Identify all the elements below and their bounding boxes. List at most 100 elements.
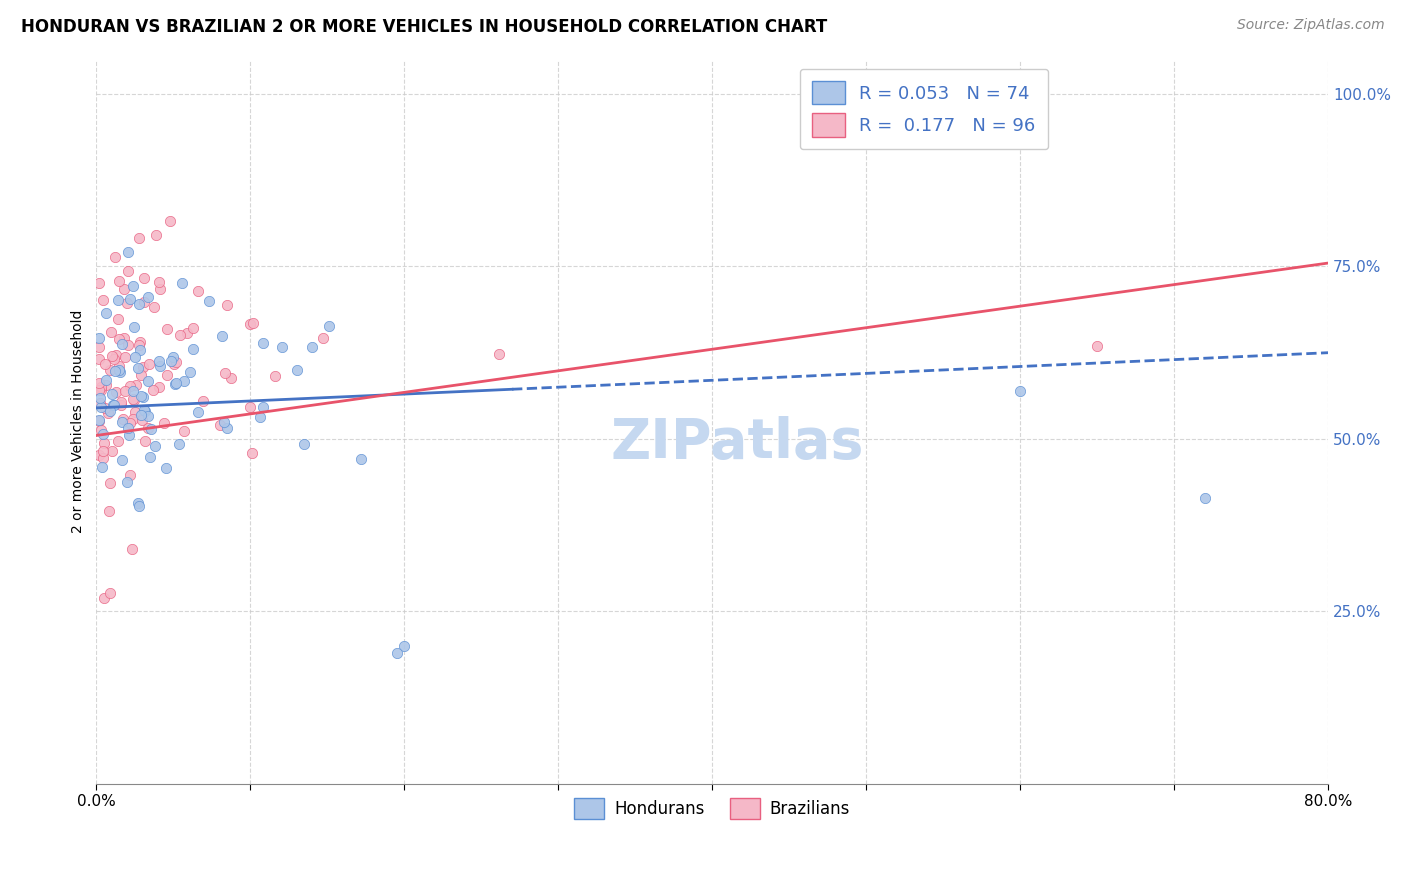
Point [122,392,145,406]
Point [115,296,138,310]
Point [176,326,198,340]
Point [169,328,191,343]
Point [311,330,333,344]
Point [89,351,111,366]
Point [100,325,122,339]
Point [94,378,117,392]
Point [136,421,159,435]
Point [122,392,145,407]
Point [112,331,135,345]
Point [127,361,149,376]
Point [165,376,187,390]
Point [122,279,145,293]
Point [1194,491,1216,505]
Point [107,359,129,373]
Point [89,376,111,390]
Point [117,264,139,278]
Point [270,340,292,354]
Point [264,368,287,383]
Point [131,413,153,427]
Point [108,366,131,380]
Text: ZIPatlas: ZIPatlas [610,417,863,470]
Point [211,328,233,343]
Point [90,424,112,438]
Point [145,228,167,243]
Point [118,417,141,431]
Point [89,448,111,462]
Point [394,639,416,653]
Point [128,499,150,513]
Point [120,468,142,483]
Point [101,387,124,401]
Point [252,335,274,350]
Point [136,374,159,388]
Point [107,293,129,307]
Point [159,354,181,368]
Point [114,384,136,398]
Point [148,275,170,289]
Point [89,277,111,291]
Point [94,401,117,415]
Point [111,337,134,351]
Point [124,351,146,365]
Point [136,409,159,424]
Point [155,461,177,475]
Point [156,368,179,382]
Point [173,424,195,438]
Point [118,379,141,393]
Point [129,368,152,382]
Point [96,306,118,320]
Point [385,646,408,660]
Point [187,284,209,298]
Point [110,398,132,412]
Point [105,349,128,363]
Point [292,437,315,451]
Point [121,542,143,557]
Point [128,338,150,352]
Point [488,346,510,360]
Point [141,422,163,436]
Point [115,475,138,490]
Point [107,363,129,377]
Point [170,276,193,290]
Point [111,415,134,429]
Text: HONDURAN VS BRAZILIAN 2 OR MORE VEHICLES IN HOUSEHOLD CORRELATION CHART: HONDURAN VS BRAZILIAN 2 OR MORE VEHICLES… [21,18,827,36]
Point [114,351,136,365]
Point [240,446,263,460]
Point [132,294,155,309]
Point [111,453,134,467]
Point [111,412,134,426]
Point [193,393,215,408]
Point [239,401,262,415]
Point [93,591,115,605]
Point [159,214,181,228]
Point [149,359,172,373]
Point [132,271,155,285]
Point [215,421,238,435]
Point [104,250,127,264]
Point [134,402,156,417]
Point [90,380,112,394]
Point [129,408,152,422]
Point [90,459,112,474]
Point [93,436,115,450]
Point [117,245,139,260]
Point [148,354,170,368]
Point [1085,339,1108,353]
Point [93,451,115,466]
Y-axis label: 2 or more Vehicles in Household: 2 or more Vehicles in Household [72,310,86,533]
Point [1010,384,1032,398]
Point [91,293,114,307]
Point [214,366,236,380]
Point [122,384,145,399]
Point [89,331,111,345]
Point [121,411,143,425]
Point [208,417,231,432]
Point [143,300,166,314]
Point [129,343,152,358]
Point [149,282,172,296]
Point [90,383,112,397]
Point [100,350,122,364]
Point [136,290,159,304]
Point [156,322,179,336]
